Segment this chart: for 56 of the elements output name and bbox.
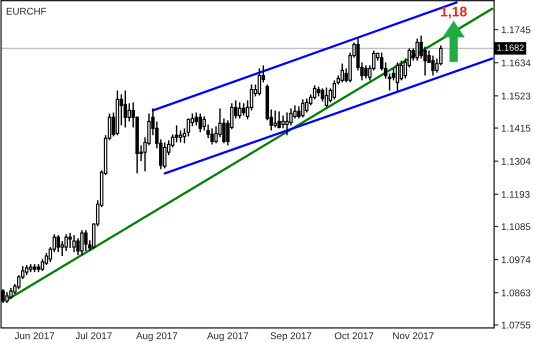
y-tick-label: 1.1193 [502, 191, 530, 198]
candlestick [210, 128, 214, 146]
y-tick-label: 1.0974 [502, 256, 530, 264]
candlestick [415, 38, 419, 62]
annotation: 1,18 [441, 6, 467, 19]
y-tick-label: 1.1415 [502, 124, 530, 132]
x-tick-label: Aug 2017 [136, 332, 178, 342]
candlestick [56, 234, 60, 253]
candlestick [281, 114, 285, 130]
candlestick [364, 64, 368, 80]
candlestick [178, 130, 182, 144]
candlestick [431, 54, 435, 76]
candlestick [60, 240, 64, 257]
candlestick [324, 86, 328, 108]
candlestick [24, 264, 28, 276]
text: EURCHF [6, 8, 46, 15]
candlestick [198, 112, 202, 133]
candlestick [396, 62, 400, 92]
candlestick [340, 62, 344, 84]
candlestick [285, 112, 289, 136]
x-tick-label: Jul 2017 [76, 332, 112, 340]
candlestick [242, 102, 246, 116]
y-tick-label: 1.1745 [502, 26, 530, 34]
candlestick [9, 287, 13, 300]
x-tick-label: Oct 2017 [334, 332, 374, 340]
candlestick [316, 86, 320, 98]
candlestick [64, 234, 68, 252]
candlestick [5, 291, 9, 304]
x-tick-label: Aug 2017 [207, 332, 248, 342]
candlestick [400, 60, 404, 82]
candlestick [301, 98, 305, 118]
candlestick [305, 98, 308, 114]
y-tick-label: 1.0863 [502, 289, 530, 296]
candlestick [80, 229, 84, 256]
candlestick [238, 102, 242, 120]
candlestick [332, 80, 336, 100]
candlestick [84, 229, 88, 252]
candlestick [194, 112, 198, 126]
y-tick-label: 1.1085 [502, 223, 530, 230]
candlestick [174, 124, 178, 144]
y-tick-label: 1.1634 [502, 59, 530, 66]
x-tick-label: Jun 2017 [14, 332, 54, 340]
candlestick [124, 90, 128, 128]
x-tick-label: Nov 2017 [393, 332, 434, 340]
candlestick [68, 232, 72, 249]
x-tick-label: Sep 2017 [270, 332, 312, 342]
y-tick-label: 1.1523 [502, 92, 530, 100]
y-tick-label: 1.1304 [502, 158, 530, 165]
candlestick [128, 102, 131, 122]
candlestick [277, 110, 281, 130]
candlestick [273, 110, 277, 128]
candlestick [163, 142, 166, 170]
y-tick-label: 1.0755 [502, 322, 530, 329]
candlestick [258, 68, 262, 96]
ref-line-label: 1.1682 [497, 44, 524, 51]
candlestick [72, 234, 76, 253]
